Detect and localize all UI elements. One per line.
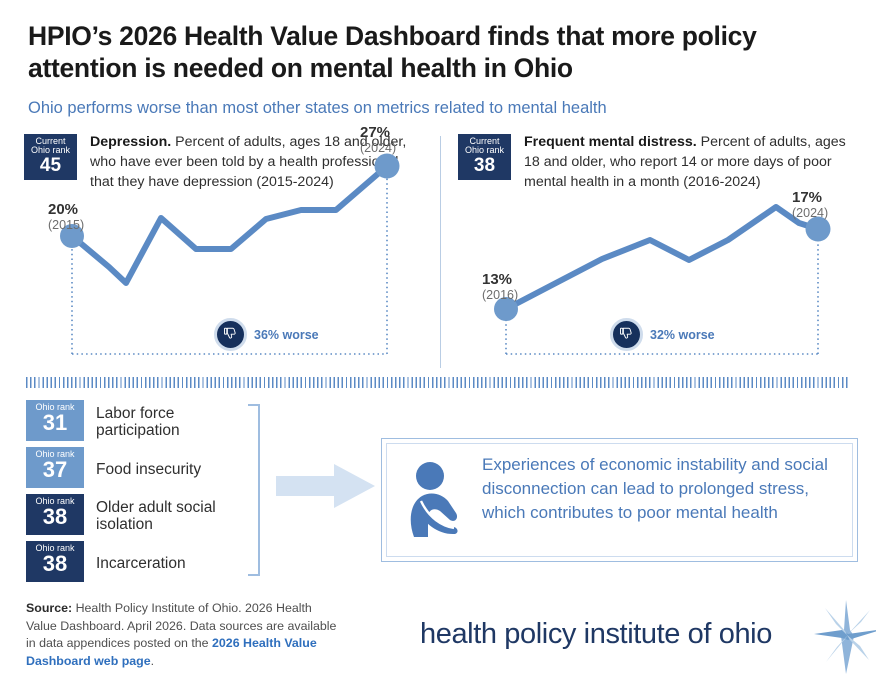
thumbs-down-glyph: [224, 327, 236, 339]
hpio-logo: health policy institute of ohio: [420, 600, 876, 676]
start-value: 20%: [48, 201, 79, 218]
metric-description-text: Percent of adults, ages 18 and older, wh…: [90, 134, 407, 191]
current-rank-badge-distress: Current Ohio rank 38: [458, 134, 511, 180]
flow-arrow-icon: [276, 462, 376, 515]
rank-badge-number: 38: [473, 155, 496, 177]
rank-chip-label: Ohio rank: [35, 543, 75, 553]
chart-distress: [458, 132, 858, 372]
change-indicator-distress: 32% worse: [610, 318, 715, 351]
start-value-label-distress: 13% (2016): [482, 272, 518, 302]
rank-metric-label: Labor force participation: [96, 404, 180, 440]
panel-divider: [440, 136, 441, 368]
source-note: Source: Health Policy Institute of Ohio.…: [26, 600, 346, 670]
end-point-marker: [805, 216, 831, 242]
chart-depression-svg: [60, 153, 400, 355]
change-indicator-depression: 36% worse: [214, 318, 319, 351]
grouping-bracket: [248, 404, 260, 576]
start-point-marker: [494, 297, 518, 321]
message-box: Experiences of economic instability and …: [381, 438, 858, 562]
rank-chip-number: 38: [42, 551, 68, 577]
rank-badge-line2: Ohio rank: [30, 145, 71, 156]
rank-chip-number: 31: [42, 410, 68, 436]
ohio-rank-chip: Ohio rank 37: [26, 447, 84, 488]
rank-metric-label: Incarceration: [96, 554, 186, 572]
chart-distress-svg: [494, 204, 831, 355]
end-value-label-distress: 17% (2024): [792, 190, 828, 220]
list-item: Ohio rank 38 Older adult social isolatio…: [26, 494, 256, 539]
message-text: Experiences of economic instability and …: [482, 455, 828, 523]
rank-metric-label: Food insecurity: [96, 460, 202, 478]
depression-line-series: [69, 163, 390, 286]
end-point-marker: [374, 153, 400, 179]
logo-wordmark: health policy institute of ohio: [420, 618, 772, 650]
end-value-label-depression: 27% (2024): [360, 125, 396, 155]
page-title: HPIO’s 2026 Health Value Dashboard finds…: [28, 21, 757, 84]
rank-badge-number: 45: [39, 155, 62, 177]
metric-name: Frequent mental distress.: [524, 134, 697, 150]
start-value: 13%: [482, 271, 513, 288]
distress-line-series: [503, 204, 821, 312]
end-year: (2024): [792, 205, 829, 220]
rank-badge-line1: Current: [469, 136, 500, 146]
ohio-rank-chip: Ohio rank 31: [26, 400, 84, 441]
metric-panel-depression: Current Ohio rank 45 Depression. Percent…: [24, 125, 424, 372]
compass-star-glyph: [814, 600, 876, 674]
compass-star-icon: [814, 600, 876, 679]
change-label-depression: 36% worse: [254, 327, 319, 342]
source-body: Health Policy Institute of Ohio. 2026 He…: [26, 601, 337, 651]
metric-name: Depression.: [90, 134, 172, 150]
thumbs-down-icon: [214, 318, 247, 351]
page-subtitle: Ohio performs worse than most other stat…: [28, 99, 607, 117]
source-label: Source:: [26, 601, 73, 615]
end-value: 17%: [792, 189, 823, 206]
metric-description-depression: Depression. Percent of adults, ages 18 a…: [90, 132, 420, 192]
current-rank-badge-depression: Current Ohio rank 45: [24, 134, 77, 180]
arrow-right-glyph: [276, 464, 375, 508]
ohio-rank-chip: Ohio rank 38: [26, 541, 84, 582]
ohio-rank-chip: Ohio rank 38: [26, 494, 84, 535]
chart-depression: [24, 132, 424, 372]
rank-list: Ohio rank 31 Labor force participation O…: [26, 400, 256, 588]
rank-chip-label: Ohio rank: [35, 496, 75, 506]
seated-person-glyph: [410, 462, 458, 537]
source-link[interactable]: 2026 Health Value Dashboard web page: [26, 636, 317, 668]
section-divider: [26, 377, 850, 388]
rank-metric-label: Older adult social isolation: [96, 498, 216, 534]
rank-chip-number: 37: [42, 457, 68, 483]
start-point-marker: [60, 224, 84, 248]
thumbs-down-glyph: [620, 327, 632, 339]
list-item: Ohio rank 31 Labor force participation: [26, 400, 256, 445]
start-year: (2016): [482, 287, 519, 302]
metric-panel-distress: Current Ohio rank 38 Frequent mental dis…: [458, 132, 858, 372]
seated-person-icon: [404, 461, 466, 548]
start-value-label-depression: 20% (2015): [48, 202, 84, 232]
rank-badge-line2: Ohio rank: [464, 145, 505, 156]
rank-badge-line1: Current: [35, 136, 66, 146]
end-year: (2024): [360, 140, 397, 155]
rank-chip-number: 38: [42, 504, 68, 530]
thumbs-down-icon: [610, 318, 643, 351]
metric-description-distress: Frequent mental distress. Percent of adu…: [524, 132, 854, 192]
rank-chip-label: Ohio rank: [35, 402, 75, 412]
source-period: .: [150, 653, 155, 668]
end-value: 27%: [360, 124, 391, 141]
list-item: Ohio rank 37 Food insecurity: [26, 447, 256, 492]
list-item: Ohio rank 38 Incarceration: [26, 541, 256, 586]
metric-description-text: Percent of adults, ages 18 and older, wh…: [524, 134, 846, 191]
change-label-distress: 32% worse: [650, 327, 715, 342]
start-year: (2015): [48, 217, 85, 232]
rank-chip-label: Ohio rank: [35, 449, 75, 459]
